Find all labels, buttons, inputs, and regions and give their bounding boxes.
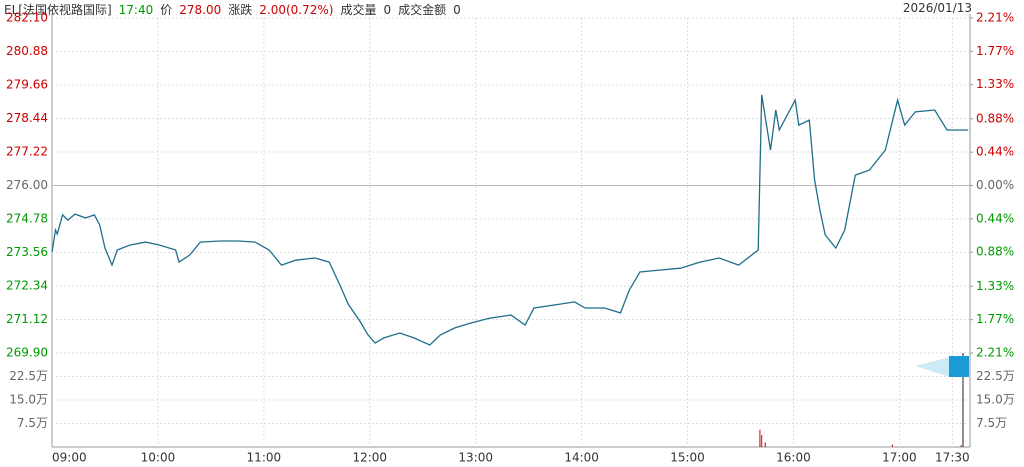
v-tick-label-right: 15.0万 xyxy=(976,393,1015,407)
price-line xyxy=(51,94,969,346)
volume-bar xyxy=(759,429,761,447)
y2-tick-label: 0.88% xyxy=(976,111,1014,125)
y2-tick-label: 2.21% xyxy=(976,11,1014,25)
volume-bar xyxy=(761,435,763,447)
y-tick-label: 272.34 xyxy=(6,279,48,293)
v-tick-label: 7.5万 xyxy=(17,416,48,430)
v-tick-label-right: 7.5万 xyxy=(976,416,1007,430)
y-tick-label: 276.00 xyxy=(6,178,48,192)
x-tick-label: 17:30 xyxy=(935,451,970,465)
y2-tick-label: 1.77% xyxy=(976,312,1014,326)
x-tick-label: 16:00 xyxy=(776,451,811,465)
header-item: EL[法国依视路国际] xyxy=(4,3,112,17)
y-tick-label: 271.12 xyxy=(6,312,48,326)
x-tick-label: 11:00 xyxy=(247,451,282,465)
y2-tick-label: 2.21% xyxy=(976,346,1014,360)
y2-tick-label: 0.00% xyxy=(976,178,1014,192)
y2-tick-label: 0.44% xyxy=(976,145,1014,159)
header: EL[法国依视路国际] 17:40 价 278.00 涨跌 2.00(0.72%) 成交量 0… xyxy=(4,1,468,18)
v-tick-label: 15.0万 xyxy=(9,393,48,407)
header-item: 0 xyxy=(453,3,461,17)
header-item: 成交金额 xyxy=(398,3,447,17)
volume-bar xyxy=(891,444,893,447)
cursor-glow xyxy=(915,357,950,377)
y2-tick-label: 1.77% xyxy=(976,44,1014,58)
y-tick-label: 282.10 xyxy=(6,11,48,25)
header-item: 涨跌 xyxy=(228,3,253,17)
x-tick-label: 14:00 xyxy=(564,451,599,465)
y-tick-label: 280.88 xyxy=(6,44,48,58)
v-tick-label: 22.5万 xyxy=(9,369,48,383)
header-item: 2.00(0.72%) xyxy=(259,3,334,17)
y2-tick-label: 0.44% xyxy=(976,211,1014,225)
x-tick-label: 13:00 xyxy=(458,451,493,465)
x-tick-label: 15:00 xyxy=(670,451,705,465)
y-tick-label: 269.90 xyxy=(6,346,48,360)
header-item: 278.00 xyxy=(179,3,222,17)
v-tick-label-right: 22.5万 xyxy=(976,369,1015,383)
y-tick-label: 278.44 xyxy=(6,111,48,125)
x-tick-label: 10:00 xyxy=(141,451,176,465)
x-tick-label: 12:00 xyxy=(352,451,387,465)
date: 2026/01/13 xyxy=(902,1,972,15)
header-item: 价 xyxy=(160,3,173,17)
header-item: 17:40 xyxy=(118,3,154,17)
header-item: 成交量 xyxy=(340,3,377,17)
y2-tick-label: 1.33% xyxy=(976,279,1014,293)
y-tick-label: 277.22 xyxy=(6,145,48,159)
x-tick-label: 17:00 xyxy=(882,451,917,465)
cursor-marker xyxy=(949,356,969,377)
y2-tick-label: 0.88% xyxy=(976,245,1014,259)
header-item: 0 xyxy=(383,3,392,17)
y-tick-label: 279.66 xyxy=(6,78,48,92)
x-tick-label: 09:00 xyxy=(52,451,87,465)
y2-tick-label: 1.33% xyxy=(976,77,1014,91)
y-tick-label: 273.56 xyxy=(6,245,48,259)
volume-bar xyxy=(764,442,766,447)
volume-bar xyxy=(960,445,962,447)
y-tick-label: 274.78 xyxy=(6,212,48,226)
